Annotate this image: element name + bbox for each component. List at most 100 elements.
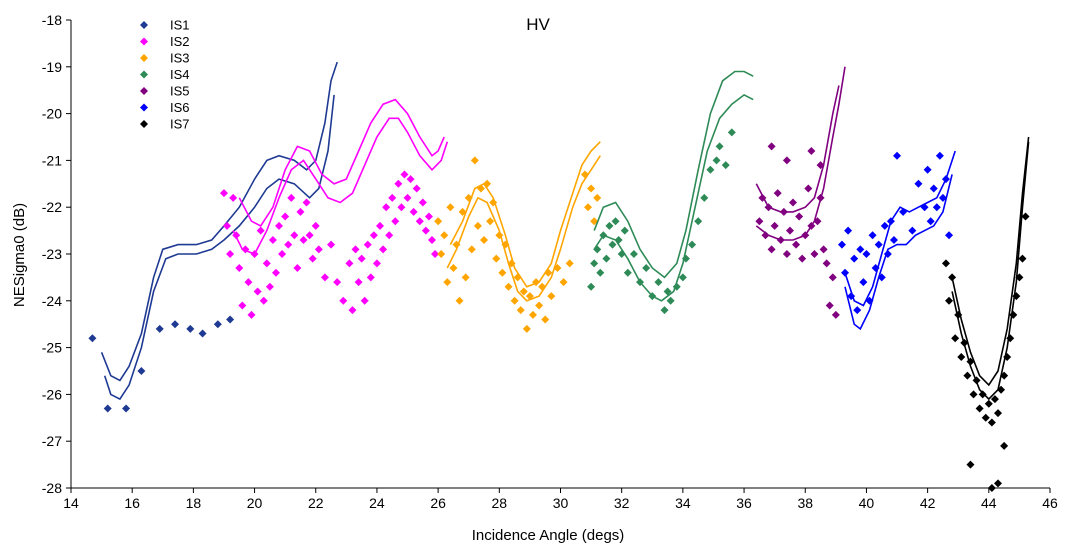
data-point: [764, 203, 773, 212]
data-point: [899, 207, 908, 216]
data-point: [1018, 254, 1027, 263]
x-axis-title: Incidence Angle (degs): [472, 527, 625, 544]
data-point: [893, 151, 902, 160]
data-point: [379, 245, 388, 254]
data-point: [767, 142, 776, 151]
data-point: [461, 273, 470, 282]
data-point: [712, 156, 721, 165]
data-point: [155, 324, 164, 333]
chart-title: HV: [526, 15, 550, 34]
data-point: [1006, 334, 1015, 343]
legend-marker: [140, 21, 148, 29]
data-point: [987, 484, 996, 492]
data-point: [755, 217, 764, 226]
data-point: [455, 296, 464, 305]
data-point: [250, 250, 259, 258]
data-point: [458, 207, 467, 216]
data-point: [1000, 371, 1009, 380]
series-curve: [593, 70, 754, 279]
series-curve: [844, 150, 956, 307]
data-point: [865, 296, 874, 305]
y-tick-label: -21: [42, 152, 62, 168]
data-point: [103, 404, 112, 413]
data-point: [510, 296, 519, 305]
data-point: [320, 273, 329, 282]
data-point: [483, 179, 492, 188]
data-point: [666, 296, 675, 305]
data-point: [963, 371, 972, 380]
data-point: [850, 254, 859, 263]
data-point: [547, 292, 556, 301]
data-point: [400, 170, 409, 179]
y-tick-label: -19: [42, 59, 62, 75]
data-point: [770, 221, 779, 230]
data-point: [978, 390, 987, 399]
x-tick-label: 40: [859, 495, 875, 511]
data-point: [235, 264, 244, 273]
series-curve: [446, 155, 601, 302]
x-tick-label: 28: [492, 495, 508, 511]
data-point: [727, 128, 736, 137]
legend-label: IS2: [170, 34, 190, 49]
data-point: [311, 221, 320, 230]
data-point: [406, 175, 415, 184]
data-point: [363, 240, 372, 249]
data-point: [807, 221, 816, 230]
data-point: [489, 198, 498, 207]
data-point: [418, 198, 427, 207]
data-point: [599, 231, 608, 240]
data-point: [495, 231, 504, 240]
data-point: [501, 240, 510, 249]
data-point: [559, 278, 568, 287]
data-point: [504, 282, 513, 291]
data-point: [244, 278, 253, 287]
data-point: [1012, 292, 1021, 301]
data-point: [841, 268, 850, 277]
legend-marker: [140, 54, 148, 62]
data-point: [945, 231, 954, 240]
data-point: [948, 273, 957, 282]
data-point: [997, 385, 1006, 394]
data-point: [354, 278, 363, 287]
data-point: [253, 287, 262, 296]
data-point: [914, 179, 923, 188]
data-point: [932, 203, 941, 212]
x-tick-label: 24: [369, 495, 385, 511]
data-point: [623, 268, 632, 277]
data-point: [920, 203, 929, 212]
data-point: [238, 301, 247, 310]
series-curve: [593, 93, 754, 302]
data-point: [467, 245, 476, 254]
data-point: [375, 221, 384, 230]
series-curve: [103, 94, 335, 401]
data-point: [844, 226, 853, 235]
series-curve: [951, 141, 1030, 401]
data-point: [357, 254, 366, 263]
data-point: [700, 193, 709, 202]
data-point: [773, 189, 782, 198]
data-point: [226, 315, 235, 324]
data-point: [636, 278, 645, 287]
data-point: [327, 240, 336, 249]
data-point: [721, 161, 730, 170]
data-point: [528, 310, 537, 319]
data-point: [296, 207, 305, 216]
data-point: [339, 296, 348, 305]
series-curve: [951, 136, 1030, 387]
data-point: [397, 203, 406, 212]
data-point: [593, 193, 602, 202]
data-point: [590, 259, 599, 268]
data-point: [758, 193, 767, 202]
data-point: [525, 292, 534, 301]
data-point: [831, 310, 840, 319]
data-point: [972, 376, 981, 385]
data-point: [385, 231, 394, 240]
data-point: [847, 292, 856, 301]
data-point: [608, 240, 617, 249]
data-point: [938, 193, 947, 202]
data-point: [287, 193, 296, 202]
data-point: [213, 320, 222, 329]
data-point: [348, 306, 357, 315]
